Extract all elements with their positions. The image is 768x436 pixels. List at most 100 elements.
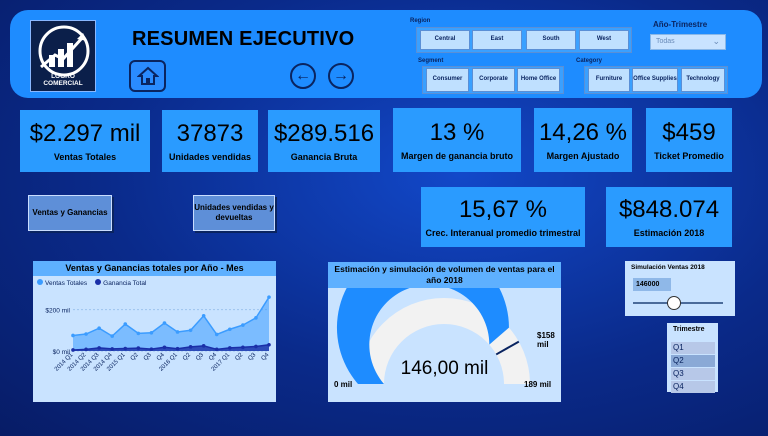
quarter-title: Trimestre bbox=[673, 326, 705, 333]
gauge-value: 146,00 mil bbox=[400, 358, 489, 379]
simulation-title: Simulación Ventas 2018 bbox=[631, 264, 705, 271]
simulation-panel: Simulación Ventas 2018 146000 bbox=[625, 261, 735, 316]
kpi-crecimiento-interanual: 15,67 % Crec. Interanual promedio trimes… bbox=[421, 187, 585, 247]
simulation-input[interactable]: 146000 bbox=[633, 278, 671, 291]
category-label: Category bbox=[576, 58, 603, 64]
kpi-label: Margen Ajustado bbox=[546, 151, 620, 161]
arrow-left-icon: ← bbox=[295, 67, 311, 84]
data-point bbox=[110, 347, 114, 351]
simulation-slider-thumb[interactable] bbox=[666, 296, 681, 310]
gauge-title: Estimación y simulación de volumen de ve… bbox=[328, 262, 561, 288]
quarter-slicer: Trimestre Q1 Q2 Q3 Q4 bbox=[667, 323, 718, 394]
x-tick-label: Q4 bbox=[261, 352, 271, 362]
unidades-vendidas-button[interactable]: Unidades vendidas y devueltas bbox=[193, 195, 275, 231]
kpi-margen-ajustado: 14,26 % Margen Ajustado bbox=[534, 108, 632, 172]
data-point bbox=[123, 346, 128, 351]
data-point bbox=[149, 330, 154, 335]
back-button[interactable]: ← bbox=[290, 63, 316, 89]
kpi-value: 14,26 % bbox=[538, 119, 628, 146]
data-point bbox=[136, 346, 141, 350]
kpi-label: Crec. Interanual promedio trimestral bbox=[425, 228, 581, 238]
data-point bbox=[71, 333, 75, 338]
data-point bbox=[228, 346, 232, 350]
kpi-label: Ticket Promedio bbox=[654, 151, 724, 161]
data-point bbox=[71, 348, 75, 352]
quarter-list: Q1 Q2 Q3 Q4 bbox=[671, 342, 715, 394]
data-point bbox=[149, 347, 154, 351]
data-point bbox=[175, 330, 180, 334]
kpi-ticket-promedio: $459 Ticket Promedio bbox=[646, 108, 732, 172]
home-icon bbox=[136, 66, 159, 85]
gauge-fill bbox=[336, 288, 509, 384]
data-point bbox=[97, 346, 101, 350]
data-point bbox=[254, 316, 258, 320]
legend-label: Ventas Totales bbox=[45, 280, 88, 287]
data-point bbox=[241, 323, 245, 327]
region-south[interactable]: South bbox=[526, 30, 576, 50]
data-point bbox=[188, 328, 193, 333]
data-point bbox=[201, 313, 206, 318]
segment-corporate[interactable]: Corporate bbox=[472, 68, 515, 92]
data-point bbox=[97, 326, 101, 331]
data-point bbox=[228, 327, 232, 332]
kpi-margen-bruto: 13 % Margen de ganancia bruto bbox=[393, 108, 521, 172]
kpi-value: $848.074 bbox=[618, 196, 720, 223]
data-point bbox=[136, 331, 141, 336]
ventas-ganancias-button[interactable]: Ventas y Ganancias bbox=[28, 195, 112, 231]
quarter-option[interactable]: Q3 bbox=[671, 368, 715, 380]
chart-legend: Ventas Totales Ganancia Total bbox=[37, 279, 146, 287]
x-tick-label: Q3 bbox=[247, 352, 257, 362]
quarter-option[interactable]: Q2 bbox=[671, 355, 715, 367]
year-quarter-dropdown[interactable]: Todas ⌄ bbox=[650, 34, 726, 50]
kpi-value: 15,67 % bbox=[458, 196, 548, 223]
x-tick-label: Q4 bbox=[156, 352, 166, 362]
data-point bbox=[254, 344, 258, 349]
chart-title: Ventas y Ganancias totales por Año - Mes bbox=[33, 261, 276, 276]
kpi-value: 13 % bbox=[429, 119, 485, 146]
region-west[interactable]: West bbox=[579, 30, 629, 50]
gauge-target-marker bbox=[495, 340, 520, 356]
y-tick-label: $200 mil bbox=[45, 308, 70, 315]
region-central[interactable]: Central bbox=[420, 30, 470, 50]
x-tick-label: Q2 bbox=[182, 352, 192, 362]
legend-item-ganancia: Ganancia Total bbox=[95, 279, 146, 287]
kpi-value: $289.516 bbox=[273, 120, 375, 147]
sales-profit-chart-panel: Ventas y Ganancias totales por Año - Mes… bbox=[33, 261, 276, 402]
home-button[interactable] bbox=[129, 60, 166, 92]
segment-consumer[interactable]: Consumer bbox=[426, 68, 469, 92]
data-point bbox=[188, 345, 193, 349]
data-point bbox=[214, 332, 219, 337]
forward-button[interactable]: → bbox=[328, 63, 354, 89]
quarter-option[interactable]: Q4 bbox=[671, 381, 715, 393]
legend-label: Ganancia Total bbox=[103, 280, 147, 287]
gauge-target-label: $158 mil bbox=[537, 331, 555, 349]
segment-home-office[interactable]: Home Office bbox=[517, 68, 560, 92]
year-quarter-value: Todas bbox=[656, 38, 675, 45]
data-point bbox=[175, 346, 180, 351]
legend-dot bbox=[95, 279, 102, 285]
category-office-supplies[interactable]: Office Supplies bbox=[632, 68, 678, 92]
gauge-min-label: 0 mil bbox=[334, 380, 353, 389]
y-tick-label: $0 mil bbox=[53, 349, 71, 356]
kpi-label: Ventas Totales bbox=[53, 152, 117, 162]
arrow-right-icon: → bbox=[333, 67, 349, 84]
kpi-unidades-vendidas: 37873 Unidades vendidas bbox=[162, 110, 258, 172]
gauge-max-label: 189 mil bbox=[524, 380, 552, 389]
legend-dot bbox=[37, 279, 43, 285]
logo-text: LOGRO COMERCIAL bbox=[43, 73, 83, 87]
x-tick-label: Q3 bbox=[143, 352, 153, 362]
category-technology[interactable]: Technology bbox=[681, 68, 725, 92]
data-point bbox=[84, 347, 88, 352]
gauge-panel: Estimación y simulación de volumen de ve… bbox=[328, 262, 561, 402]
quarter-option[interactable]: Q1 bbox=[671, 342, 715, 354]
data-point bbox=[162, 345, 167, 350]
year-quarter-label: Año-Trimestre bbox=[653, 20, 708, 29]
kpi-value: $2.297 mil bbox=[29, 120, 141, 147]
data-point bbox=[214, 347, 219, 352]
category-furniture[interactable]: Furniture bbox=[588, 68, 630, 92]
chevron-down-icon: ⌄ bbox=[712, 36, 720, 46]
segment-label: Segment bbox=[418, 58, 444, 64]
region-east[interactable]: East bbox=[472, 30, 522, 50]
kpi-label: Unidades vendidas bbox=[168, 152, 252, 162]
